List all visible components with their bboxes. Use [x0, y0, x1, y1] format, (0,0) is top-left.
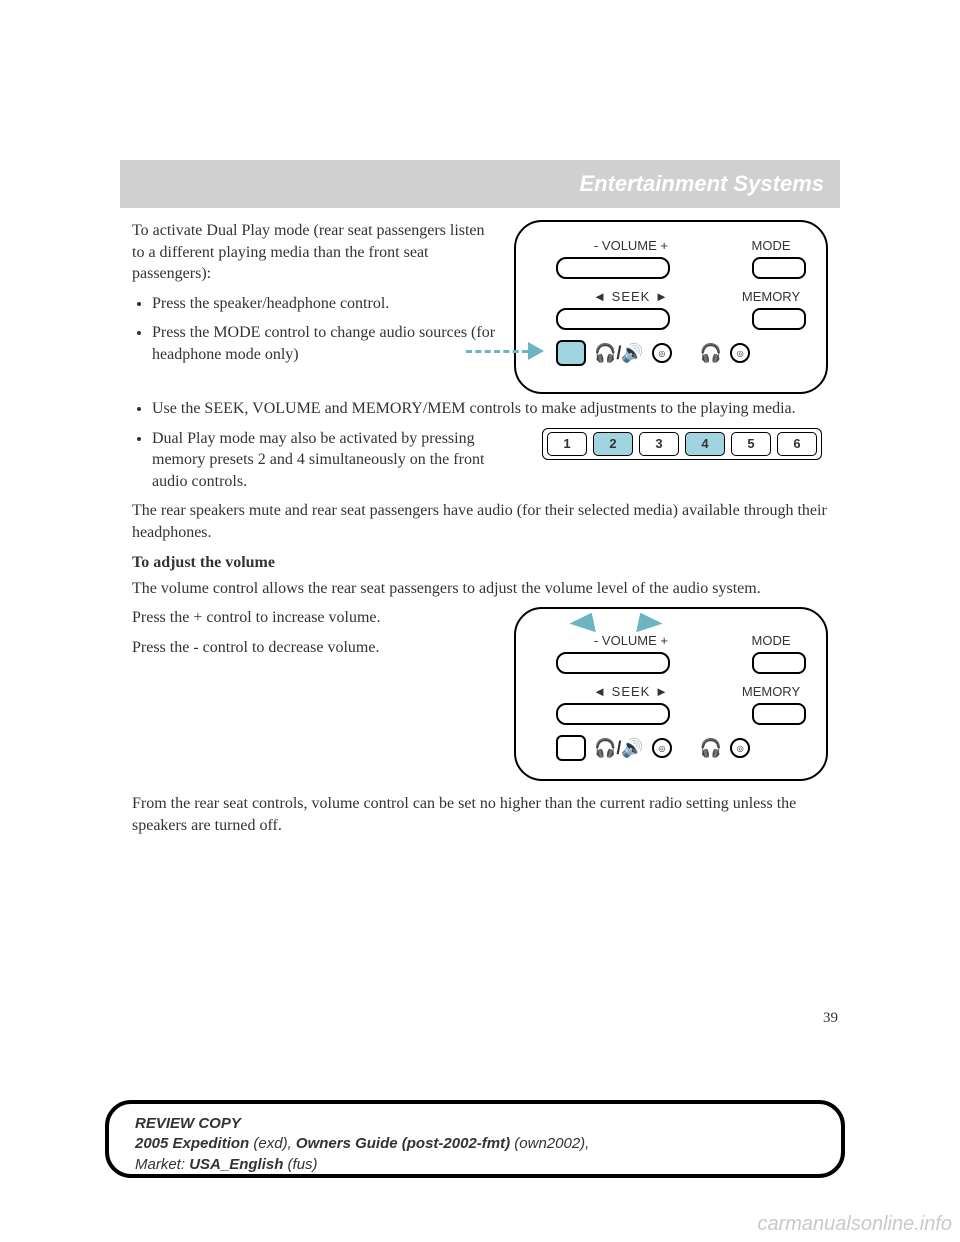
volume-label: - VOLUME +: [556, 238, 706, 253]
watermark: carmanualsonline.info: [757, 1213, 952, 1236]
footer-text: (own2002),: [510, 1135, 589, 1152]
volume-button: [556, 257, 670, 279]
preset-row-block: Dual Play mode may also be activated by …: [132, 428, 828, 501]
headphone-icon: 🎧: [700, 738, 722, 759]
seek-label: ◄ SEEK ►: [556, 289, 706, 304]
footer-vehicle: 2005 Expedition: [135, 1135, 249, 1152]
bullet-item: Use the SEEK, VOLUME and MEMORY/MEM cont…: [152, 398, 828, 420]
preset-button: 1: [547, 432, 587, 456]
page-number: 39: [823, 1010, 838, 1027]
callout-line: [466, 350, 528, 355]
intro-row: To activate Dual Play mode (rear seat pa…: [132, 220, 828, 394]
seek-label: ◄ SEEK ►: [556, 684, 706, 699]
footer-market: USA_English: [189, 1156, 283, 1173]
mode-label: MODE: [736, 238, 806, 253]
memory-button: [752, 703, 806, 725]
rear-control-panel-diagram: - VOLUME + MODE ◄ SEEK ► MEMORY: [514, 220, 828, 394]
paragraph: From the rear seat controls, volume cont…: [132, 793, 828, 836]
footer-box: REVIEW COPY 2005 Expedition (exd), Owner…: [105, 1100, 845, 1178]
intro-text: To activate Dual Play mode (rear seat pa…: [132, 220, 500, 285]
bullet-item: Dual Play mode may also be activated by …: [152, 428, 500, 493]
section-title: Entertainment Systems: [579, 171, 824, 197]
mode-button: [752, 257, 806, 279]
volume-row: Press the + control to increase volume. …: [132, 607, 828, 781]
headphone-speaker-icon: 🎧/🔊: [594, 738, 644, 759]
paragraph: Press the + control to increase volume.: [132, 607, 500, 629]
volume-label: - VOLUME +: [556, 633, 706, 648]
footer-text: (exd),: [249, 1135, 296, 1152]
memory-button: [752, 308, 806, 330]
bullet-list-cont: Use the SEEK, VOLUME and MEMORY/MEM cont…: [132, 398, 828, 420]
paragraph: The rear speakers mute and rear seat pas…: [132, 500, 828, 543]
bullet-item: Press the speaker/headphone control.: [152, 293, 500, 315]
footer-guide: Owners Guide (post-2002-fmt): [296, 1135, 510, 1152]
bullet-item: Press the MODE control to change audio s…: [152, 322, 500, 365]
headphone-icon: 🎧: [700, 343, 722, 364]
speaker-headphone-button: [556, 340, 586, 366]
speaker-headphone-button: [556, 735, 586, 761]
preset-button: 4: [685, 432, 725, 456]
mode-button: [752, 652, 806, 674]
indicator-icon: ◎: [652, 343, 672, 363]
preset-button: 2: [593, 432, 633, 456]
volume-button: [556, 652, 670, 674]
preset-button: 3: [639, 432, 679, 456]
volume-arrows: [570, 615, 662, 635]
preset-diagram: 1 2 3 4 5 6: [542, 428, 822, 460]
footer-line1: REVIEW COPY: [135, 1115, 241, 1132]
seek-button: [556, 703, 670, 725]
seek-button: [556, 308, 670, 330]
bullet-list: Press the speaker/headphone control. Pre…: [132, 293, 500, 366]
memory-label: MEMORY: [736, 289, 806, 304]
page-content: To activate Dual Play mode (rear seat pa…: [132, 220, 828, 844]
indicator-icon: ◎: [730, 343, 750, 363]
headphone-speaker-icon: 🎧/🔊: [594, 343, 644, 364]
preset-button: 6: [777, 432, 817, 456]
rear-control-panel-diagram-2: - VOLUME + MODE ◄ SEEK ► MEMORY: [514, 607, 828, 781]
preset-button: 5: [731, 432, 771, 456]
paragraph: Press the - control to decrease volume.: [132, 637, 500, 659]
memory-label: MEMORY: [736, 684, 806, 699]
indicator-icon: ◎: [730, 738, 750, 758]
section-header: Entertainment Systems: [120, 160, 840, 208]
paragraph: The volume control allows the rear seat …: [132, 578, 828, 600]
footer-text: (fus): [283, 1156, 317, 1173]
mode-label: MODE: [736, 633, 806, 648]
footer-text: Market:: [135, 1156, 189, 1173]
callout-arrow-icon: [528, 342, 544, 360]
subheading: To adjust the volume: [132, 554, 828, 572]
indicator-icon: ◎: [652, 738, 672, 758]
